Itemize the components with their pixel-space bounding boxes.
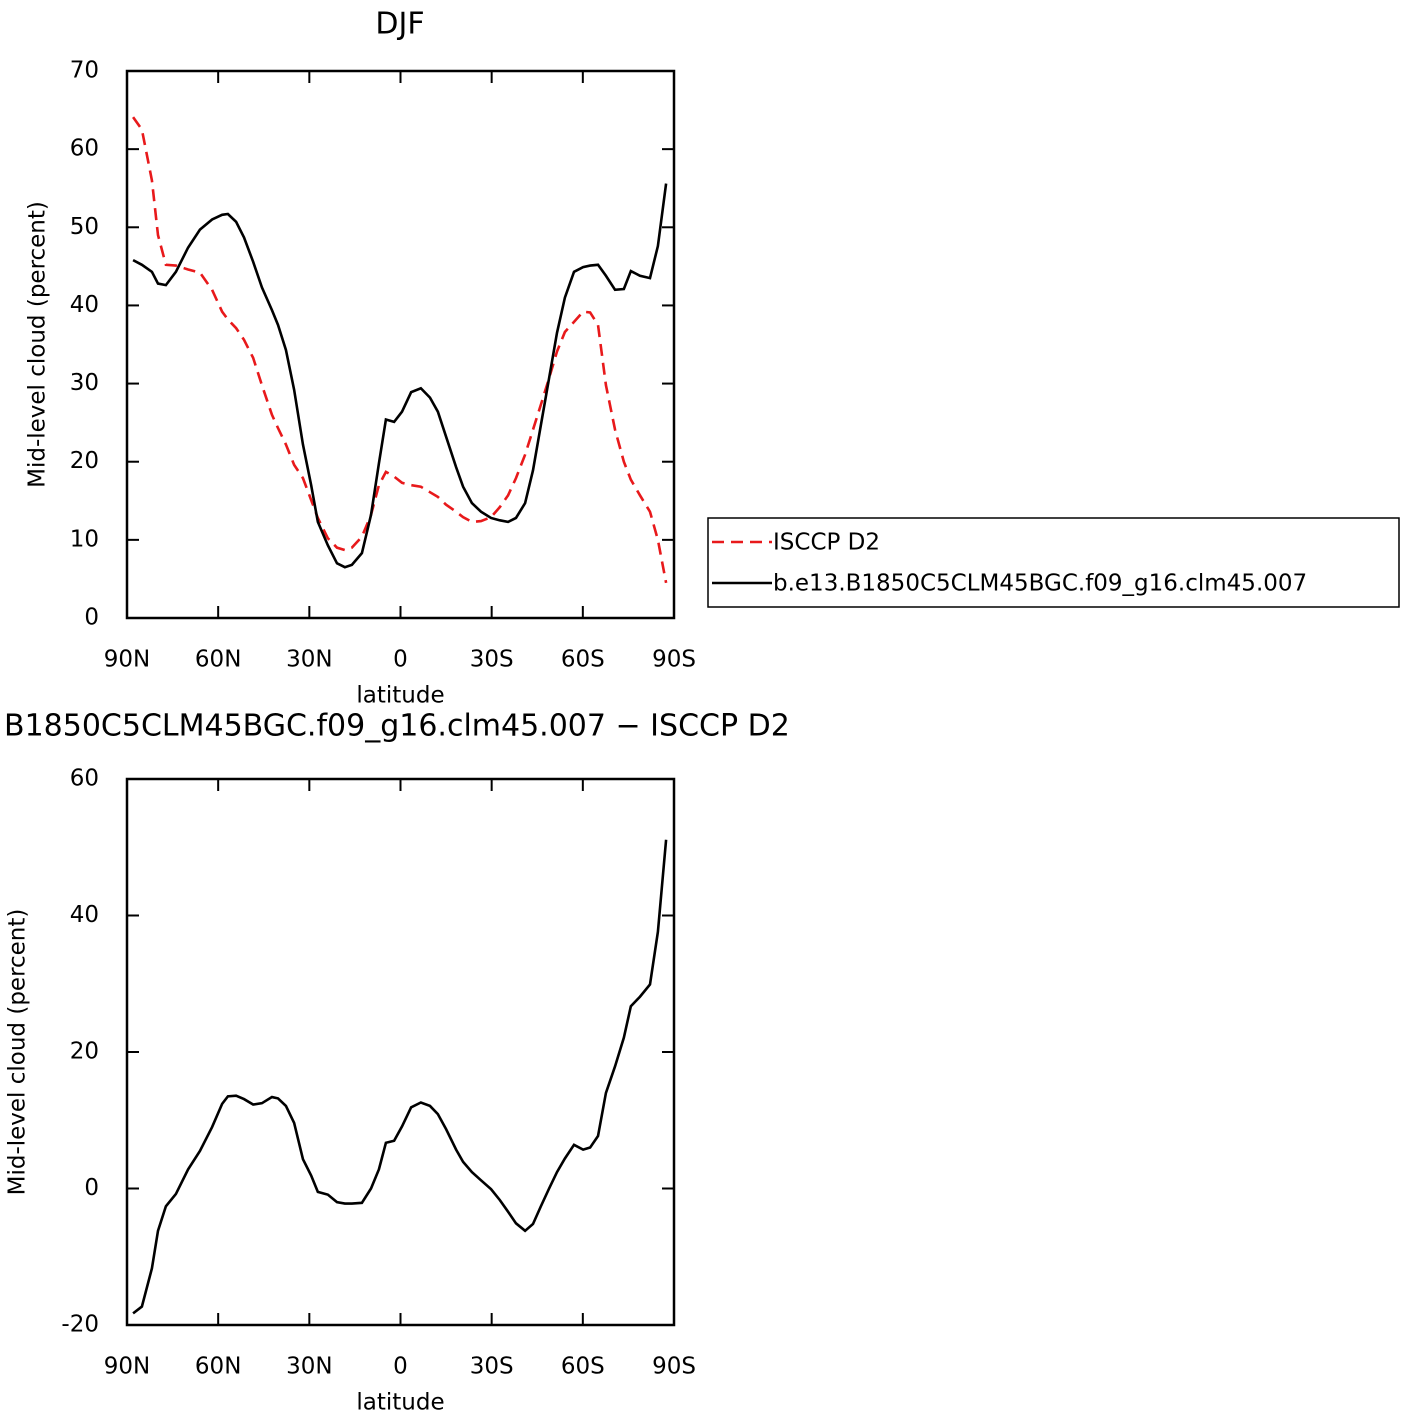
x-axis-label: latitude — [356, 1390, 444, 1416]
legend-label: ISCCP D2 — [773, 530, 880, 556]
data-line — [132, 116, 668, 584]
legend-label: b.e13.B1850C5CLM45BGC.f09_g16.clm45.007 — [773, 571, 1307, 597]
y-tick-label: 70 — [70, 58, 99, 84]
x-tick-label: 60N — [195, 647, 241, 673]
data-line — [132, 183, 668, 569]
x-tick-label: 0 — [393, 1354, 408, 1380]
x-tick-label: 30N — [286, 647, 332, 673]
y-tick-label: 10 — [70, 526, 99, 552]
y-tick-label: 60 — [70, 136, 99, 162]
y-axis-label: Mid-level cloud (percent) — [25, 201, 51, 488]
plot-frame — [125, 69, 676, 620]
y-tick-label: 0 — [84, 1175, 99, 1201]
x-tick-label: 30S — [470, 647, 514, 673]
x-tick-label: 30N — [286, 1354, 332, 1380]
data-line — [132, 839, 668, 1315]
legend-box — [707, 517, 1400, 608]
x-tick-label: 90N — [104, 647, 150, 673]
x-tick-label: 60N — [195, 1354, 241, 1380]
x-tick-label: 30S — [470, 1354, 514, 1380]
y-axis-label: Mid-level cloud (percent) — [5, 909, 31, 1196]
y-tick-label: 30 — [70, 370, 99, 396]
chart-title: DJF — [375, 7, 424, 42]
chart-title: B1850C5CLM45BGC.f09_g16.clm45.007 − ISCC… — [4, 709, 790, 744]
y-tick-label: 50 — [70, 214, 99, 240]
y-tick-label: 60 — [70, 766, 99, 792]
x-tick-label: 60S — [561, 1354, 605, 1380]
y-tick-label: 40 — [70, 902, 99, 928]
y-tick-label: 0 — [84, 605, 99, 631]
y-tick-label: 20 — [70, 1039, 99, 1065]
plot-frame — [125, 777, 676, 1327]
x-axis-label: latitude — [356, 683, 444, 709]
x-tick-label: 90N — [104, 1354, 150, 1380]
x-tick-label: 60S — [561, 647, 605, 673]
y-tick-label: 20 — [70, 448, 99, 474]
x-tick-label: 90S — [652, 647, 696, 673]
y-tick-label: 40 — [70, 292, 99, 318]
y-tick-label: -20 — [61, 1312, 99, 1338]
x-tick-label: 0 — [393, 647, 408, 673]
x-tick-label: 90S — [652, 1354, 696, 1380]
